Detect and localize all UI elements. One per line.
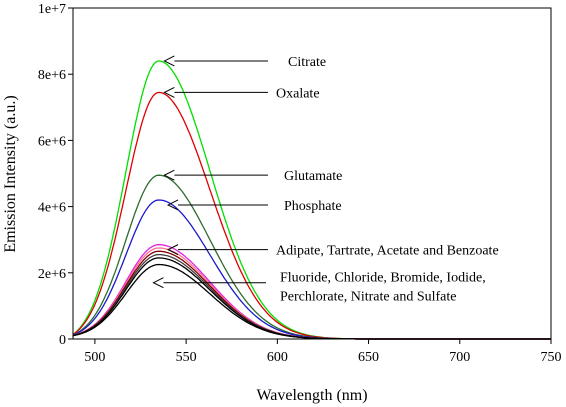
y-tick-label: 1e+7 (38, 2, 66, 17)
y-tick-label: 6e+6 (38, 134, 66, 149)
y-tick-label: 0 (59, 333, 66, 348)
annotation-arrow-head (166, 199, 179, 211)
annotation-label: Phosphate (284, 199, 342, 214)
x-tick-label: 650 (358, 350, 379, 365)
annotation-label: Oxalate (276, 86, 320, 101)
x-axis-ticks: 500 550 600 650 700 750 (84, 339, 562, 365)
annotation-label: Glutamate (284, 169, 342, 184)
x-tick-label: 750 (541, 350, 562, 365)
plot-frame (72, 7, 552, 340)
annotation-arrow-head (163, 86, 175, 98)
annotation-arrow-head (163, 169, 175, 181)
x-tick-label: 600 (267, 350, 288, 365)
annotations-group: Citrate Oxalate Glutamate Phosphate Adipate,… (152, 55, 499, 305)
x-tick-label: 550 (176, 350, 197, 365)
annotation-label-line2: Perchlorate, Nitrate and Sulfate (280, 290, 456, 305)
annotation-arrow-head (152, 277, 164, 289)
x-tick-label: 700 (449, 350, 470, 365)
y-axis-ticks: 0 2e+6 4e+6 6e+6 8e+6 1e+7 (38, 2, 73, 348)
annotation-label: Citrate (288, 55, 326, 70)
series-line-3 (72, 199, 551, 340)
annotation-label: Adipate, Tartrate, Acetate and Benzoate (276, 244, 499, 259)
y-tick-label: 4e+6 (38, 201, 66, 216)
y-tick-label: 8e+6 (38, 68, 66, 83)
y-tick-label: 2e+6 (38, 267, 66, 282)
annotation-label: Fluoride, Chloride, Bromide, Iodide, (280, 271, 486, 286)
y-axis-title: Emission Intensity (a.u.) (2, 95, 19, 252)
x-axis-title: Wavelength (nm) (256, 387, 367, 404)
annotation-arrow-head (163, 55, 175, 67)
annotation-arrow-head (166, 244, 179, 256)
x-tick-label: 500 (84, 350, 105, 365)
